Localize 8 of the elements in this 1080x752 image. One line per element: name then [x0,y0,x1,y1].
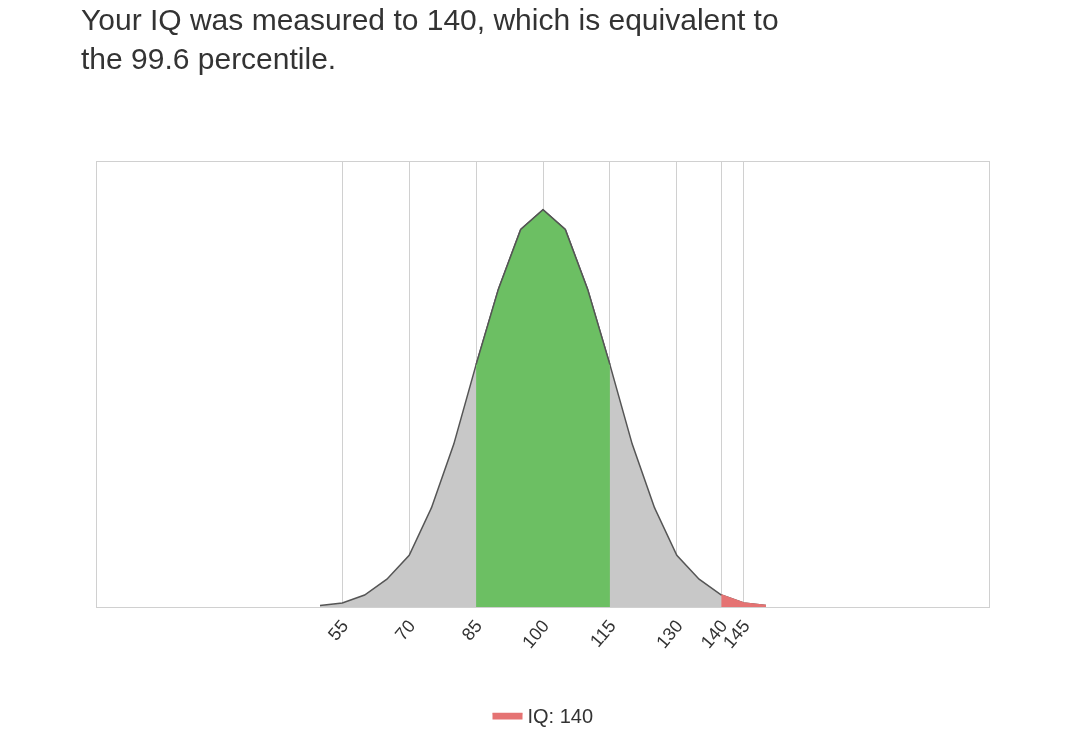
x-tick-label: 100 [518,616,553,652]
chart-title: Your IQ was measured to 140, which is equivalent to the 99.6 percentile. [81,3,779,76]
x-tick-label: 130 [652,616,687,652]
x-tick-label: 85 [457,616,487,645]
x-tick-label: 115 [586,616,620,651]
legend-label: IQ: 140 [527,705,594,728]
x-tick-label: 70 [390,616,420,645]
x-tick-label: 55 [324,616,353,645]
